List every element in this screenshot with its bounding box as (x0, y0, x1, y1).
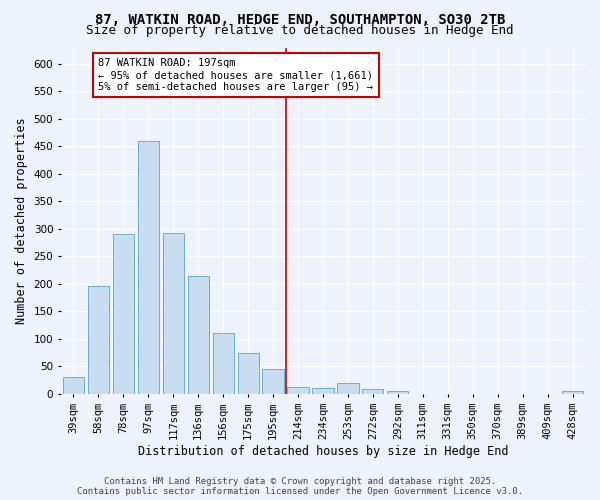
Bar (262, 368, 284, 394)
Text: Contains HM Land Registry data © Crown copyright and database right 2025.
Contai: Contains HM Land Registry data © Crown c… (77, 476, 523, 496)
Bar (63, 378, 84, 394)
Bar (362, 390, 383, 394)
Bar (163, 234, 184, 394)
Text: Size of property relative to detached houses in Hedge End: Size of property relative to detached ho… (86, 24, 514, 37)
Bar (313, 388, 334, 394)
Y-axis label: Number of detached properties: Number of detached properties (15, 118, 28, 324)
Bar (88, 286, 109, 394)
X-axis label: Distribution of detached houses by size in Hedge End: Distribution of detached houses by size … (138, 444, 508, 458)
Bar (387, 391, 409, 394)
Bar (562, 391, 583, 394)
Bar (337, 383, 359, 394)
Bar (238, 352, 259, 394)
Text: 87 WATKIN ROAD: 197sqm
← 95% of detached houses are smaller (1,661)
5% of semi-d: 87 WATKIN ROAD: 197sqm ← 95% of detached… (98, 58, 373, 92)
Bar (212, 334, 234, 394)
Bar (137, 141, 159, 394)
Bar (287, 386, 308, 394)
Text: 87, WATKIN ROAD, HEDGE END, SOUTHAMPTON, SO30 2TB: 87, WATKIN ROAD, HEDGE END, SOUTHAMPTON,… (95, 12, 505, 26)
Bar (113, 234, 134, 394)
Bar (188, 276, 209, 394)
